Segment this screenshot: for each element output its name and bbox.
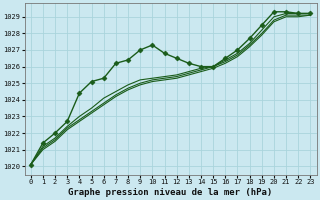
X-axis label: Graphe pression niveau de la mer (hPa): Graphe pression niveau de la mer (hPa) xyxy=(68,188,273,197)
